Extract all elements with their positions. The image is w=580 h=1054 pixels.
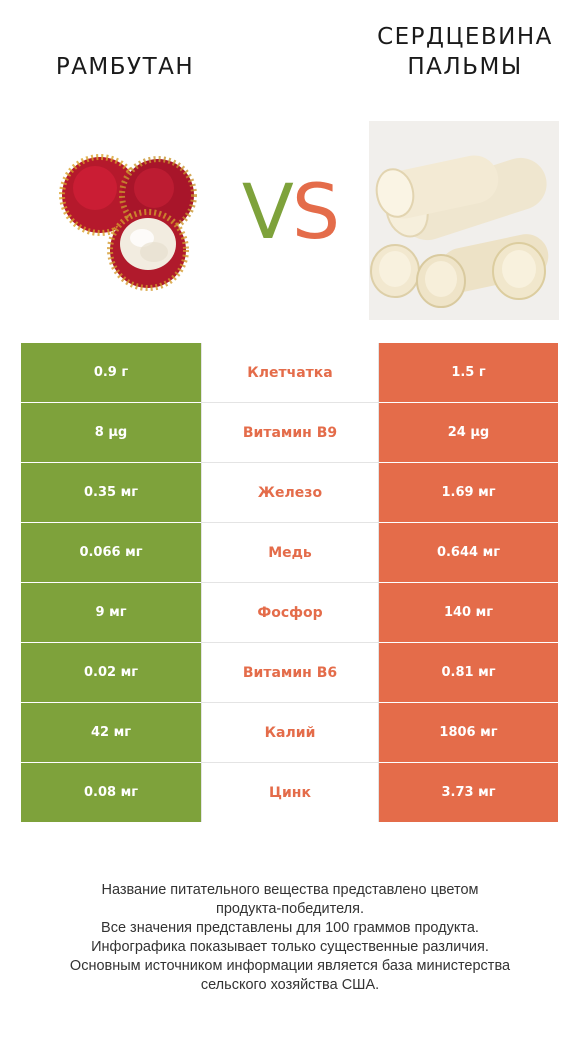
row-divider	[201, 762, 379, 763]
right-product-value: 0.644 мг	[379, 523, 558, 582]
row-divider	[201, 642, 379, 643]
table-row: 0.9 г Клетчатка 1.5 г	[21, 343, 558, 403]
right-product-value: 1.69 мг	[379, 463, 558, 522]
row-divider	[201, 522, 379, 523]
table-row: 8 µg Витамин B9 24 µg	[21, 403, 558, 463]
left-product-value: 0.066 мг	[21, 523, 201, 582]
left-product-value: 0.9 г	[21, 343, 201, 402]
table-row: 0.02 мг Витамин B6 0.81 мг	[21, 643, 558, 703]
table-row: 42 мг Калий 1806 мг	[21, 703, 558, 763]
vs-label: VS	[220, 162, 360, 262]
table-row: 0.35 мг Железо 1.69 мг	[21, 463, 558, 523]
nutrient-name: Клетчатка	[201, 343, 379, 402]
left-product-value: 0.08 мг	[21, 763, 201, 822]
left-product-title: РАМБУТАН	[0, 52, 250, 82]
left-product-value: 9 мг	[21, 583, 201, 642]
footer-line-5: Основным источником информации является …	[69, 958, 511, 974]
right-product-value: 140 мг	[379, 583, 558, 642]
footer-line-4: Инфографика показывает только существенн…	[91, 939, 489, 955]
left-product-value: 0.35 мг	[21, 463, 201, 522]
table-row: 9 мг Фосфор 140 мг	[21, 583, 558, 643]
table-row: 0.066 мг Медь 0.644 мг	[21, 523, 558, 583]
left-product-value: 0.02 мг	[21, 643, 201, 702]
right-product-value: 0.81 мг	[379, 643, 558, 702]
nutrient-name: Витамин B6	[201, 643, 379, 702]
right-product-value: 1.5 г	[379, 343, 558, 402]
right-product-title-line1: СЕРДЦЕВИНА	[377, 24, 553, 50]
rambutan-image	[59, 154, 197, 291]
row-divider	[201, 582, 379, 583]
nutrient-name: Калий	[201, 703, 379, 762]
nutrient-name: Цинк	[201, 763, 379, 822]
nutrient-name: Фосфор	[201, 583, 379, 642]
right-product-value: 3.73 мг	[379, 763, 558, 822]
footer-line-1: Название питательного вещества представл…	[101, 882, 479, 898]
row-divider	[201, 402, 379, 403]
table-row: 0.08 мг Цинк 3.73 мг	[21, 763, 558, 823]
nutrient-name: Железо	[201, 463, 379, 522]
left-product-value: 8 µg	[21, 403, 201, 462]
row-divider	[201, 702, 379, 703]
heart-of-palm-image	[369, 121, 559, 320]
footer-line-3: Все значения представлены для 100 граммо…	[101, 920, 479, 936]
vs-v-letter: V	[241, 167, 294, 256]
row-divider	[201, 462, 379, 463]
right-product-title: СЕРДЦЕВИНА ПАЛЬМЫ	[350, 22, 580, 82]
footer-line-6: сельского хозяйства США.	[200, 977, 380, 993]
nutrient-name: Медь	[201, 523, 379, 582]
nutrient-name: Витамин B9	[201, 403, 379, 462]
right-product-value: 1806 мг	[379, 703, 558, 762]
footer-note: Название питательного вещества представл…	[0, 881, 580, 995]
left-product-title-text: РАМБУТАН	[55, 54, 195, 80]
vs-s-letter: S	[291, 167, 340, 256]
right-product-value: 24 µg	[379, 403, 558, 462]
footer-line-2: продукта-победителя.	[215, 901, 365, 917]
right-product-title-line2: ПАЛЬМЫ	[407, 54, 523, 80]
left-product-value: 42 мг	[21, 703, 201, 762]
